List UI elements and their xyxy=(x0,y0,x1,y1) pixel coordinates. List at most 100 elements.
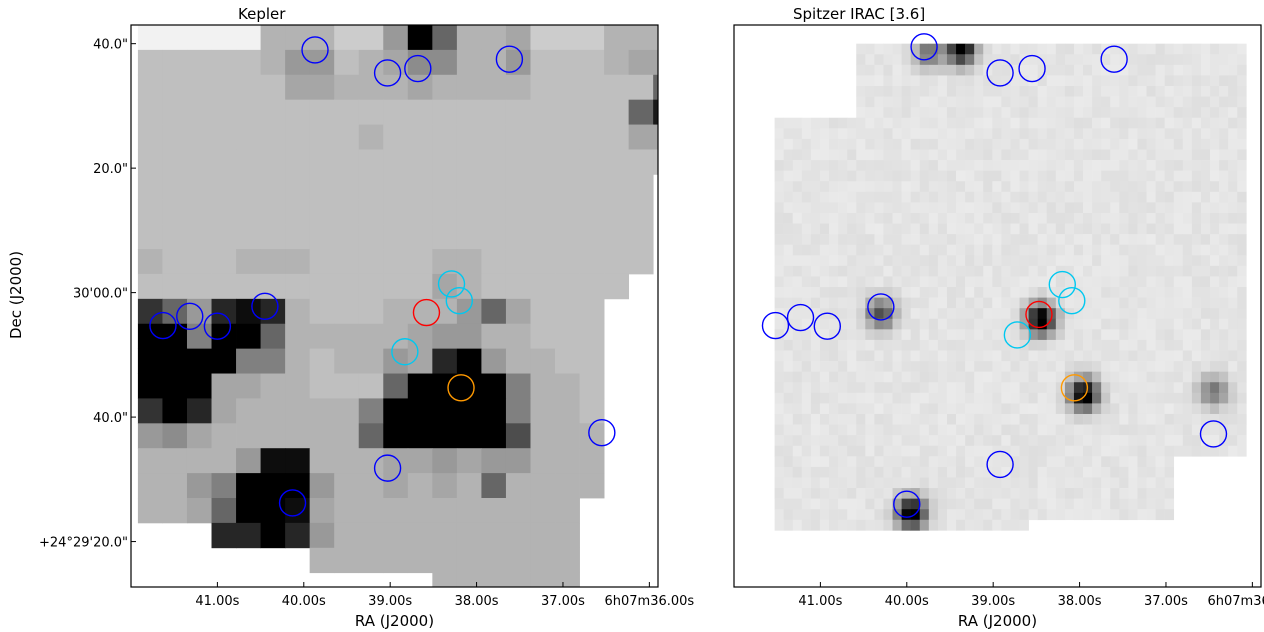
spitzer-pixel xyxy=(1046,392,1057,404)
spitzer-pixel xyxy=(1146,371,1156,383)
spitzer-pixel xyxy=(1110,456,1120,468)
spitzer-pixel xyxy=(992,456,1002,468)
spitzer-pixel xyxy=(992,371,1002,383)
spitzer-pixel xyxy=(1219,43,1229,55)
spitzer-pixel xyxy=(1137,382,1147,394)
spitzer-pixel xyxy=(956,85,966,97)
kepler-pixel xyxy=(309,473,335,499)
spitzer-pixel xyxy=(1237,117,1247,129)
spitzer-pixel xyxy=(1228,265,1238,277)
spitzer-pixel xyxy=(983,413,993,425)
spitzer-pixel xyxy=(919,234,930,245)
spitzer-pixel xyxy=(928,244,939,256)
spitzer-pixel xyxy=(856,75,866,87)
spitzer-pixel xyxy=(992,160,1002,171)
spitzer-pixel xyxy=(1182,117,1193,129)
source-circle xyxy=(588,418,616,447)
spitzer-pixel xyxy=(928,361,939,372)
spitzer-pixel xyxy=(1128,498,1138,510)
spitzer-pixel xyxy=(1164,297,1175,309)
spitzer-pixel xyxy=(865,519,875,531)
spitzer-pixel xyxy=(1001,403,1011,415)
spitzer-pixel xyxy=(910,170,921,182)
spitzer-pixel xyxy=(847,234,857,245)
spitzer-pixel xyxy=(892,212,902,224)
spitzer-pixel xyxy=(1173,255,1184,267)
spitzer-pixel xyxy=(1019,149,1029,161)
kepler-pixel xyxy=(407,149,433,175)
spitzer-pixel xyxy=(774,138,784,150)
kepler-pixel xyxy=(358,199,384,225)
spitzer-pixel xyxy=(919,403,930,415)
spitzer-pixel xyxy=(801,223,812,235)
spitzer-pixel xyxy=(1110,85,1120,97)
kepler-pixel xyxy=(481,423,507,449)
spitzer-pixel xyxy=(965,350,975,362)
spitzer-pixel xyxy=(792,223,803,235)
kepler-pixel xyxy=(481,572,507,588)
spitzer-pixel xyxy=(919,382,930,394)
spitzer-pixel xyxy=(965,202,975,214)
spitzer-pixel xyxy=(937,54,948,66)
spitzer-pixel xyxy=(1010,64,1020,76)
spitzer-pixel xyxy=(783,276,794,288)
kepler-pixel xyxy=(137,74,163,101)
spitzer-pixel xyxy=(1210,223,1220,235)
spitzer-pixel xyxy=(1191,202,1202,214)
spitzer-pixel xyxy=(1028,223,1038,235)
kepler-pixel xyxy=(186,473,212,499)
spitzer-pixel xyxy=(928,498,939,510)
spitzer-pixel xyxy=(847,339,857,351)
kepler-pixel xyxy=(162,99,188,125)
spitzer-pixel xyxy=(829,308,839,320)
spitzer-pixel xyxy=(1228,424,1238,436)
spitzer-pixel xyxy=(1073,265,1084,277)
spitzer-pixel xyxy=(1200,244,1211,256)
spitzer-pixel xyxy=(1046,64,1057,76)
spitzer-pixel xyxy=(1046,350,1057,362)
spitzer-pixel xyxy=(1028,392,1038,404)
spitzer-pixel xyxy=(829,466,839,478)
spitzer-pixel xyxy=(928,371,939,383)
spitzer-pixel xyxy=(956,477,966,489)
spitzer-pixel xyxy=(1028,382,1038,394)
spitzer-pixel xyxy=(1237,329,1247,341)
spitzer-pixel xyxy=(946,223,957,235)
spitzer-pixel xyxy=(874,413,884,425)
spitzer-pixel xyxy=(1182,403,1193,415)
kepler-pixel xyxy=(530,199,556,225)
kepler-pixel xyxy=(505,323,531,350)
spitzer-pixel xyxy=(801,477,812,489)
spitzer-pixel xyxy=(974,223,984,235)
spitzer-pixel xyxy=(1028,318,1038,330)
kepler-pixel xyxy=(579,298,605,325)
spitzer-pixel xyxy=(1164,287,1175,298)
spitzer-pixel xyxy=(1219,382,1229,394)
spitzer-pixel xyxy=(919,255,930,267)
spitzer-pixel xyxy=(1055,466,1066,478)
spitzer-pixel xyxy=(974,445,984,457)
spitzer-pixel xyxy=(783,339,794,351)
spitzer-pixel xyxy=(838,244,848,256)
spitzer-pixel xyxy=(928,488,939,499)
spitzer-pixel xyxy=(946,265,957,277)
spitzer-pixel xyxy=(1164,138,1175,150)
spitzer-pixel xyxy=(1155,54,1165,66)
spitzer-pixel xyxy=(1228,160,1238,171)
spitzer-pixel xyxy=(1237,371,1247,383)
spitzer-circles xyxy=(761,33,1228,518)
spitzer-pixel xyxy=(901,212,911,224)
spitzer-pixel xyxy=(865,54,875,66)
spitzer-pixel xyxy=(910,138,921,150)
spitzer-pixel xyxy=(1237,350,1247,362)
spitzer-pixel xyxy=(819,117,830,129)
spitzer-pixel xyxy=(1200,361,1211,372)
kepler-pixel xyxy=(137,49,163,76)
spitzer-pixel xyxy=(937,212,948,224)
source-circle xyxy=(301,36,329,64)
spitzer-pixel xyxy=(883,160,893,171)
spitzer-pixel xyxy=(992,43,1002,55)
spitzer-pixel xyxy=(1101,117,1111,129)
spitzer-pixel xyxy=(1210,117,1220,129)
spitzer-axes-frame xyxy=(733,24,1262,588)
